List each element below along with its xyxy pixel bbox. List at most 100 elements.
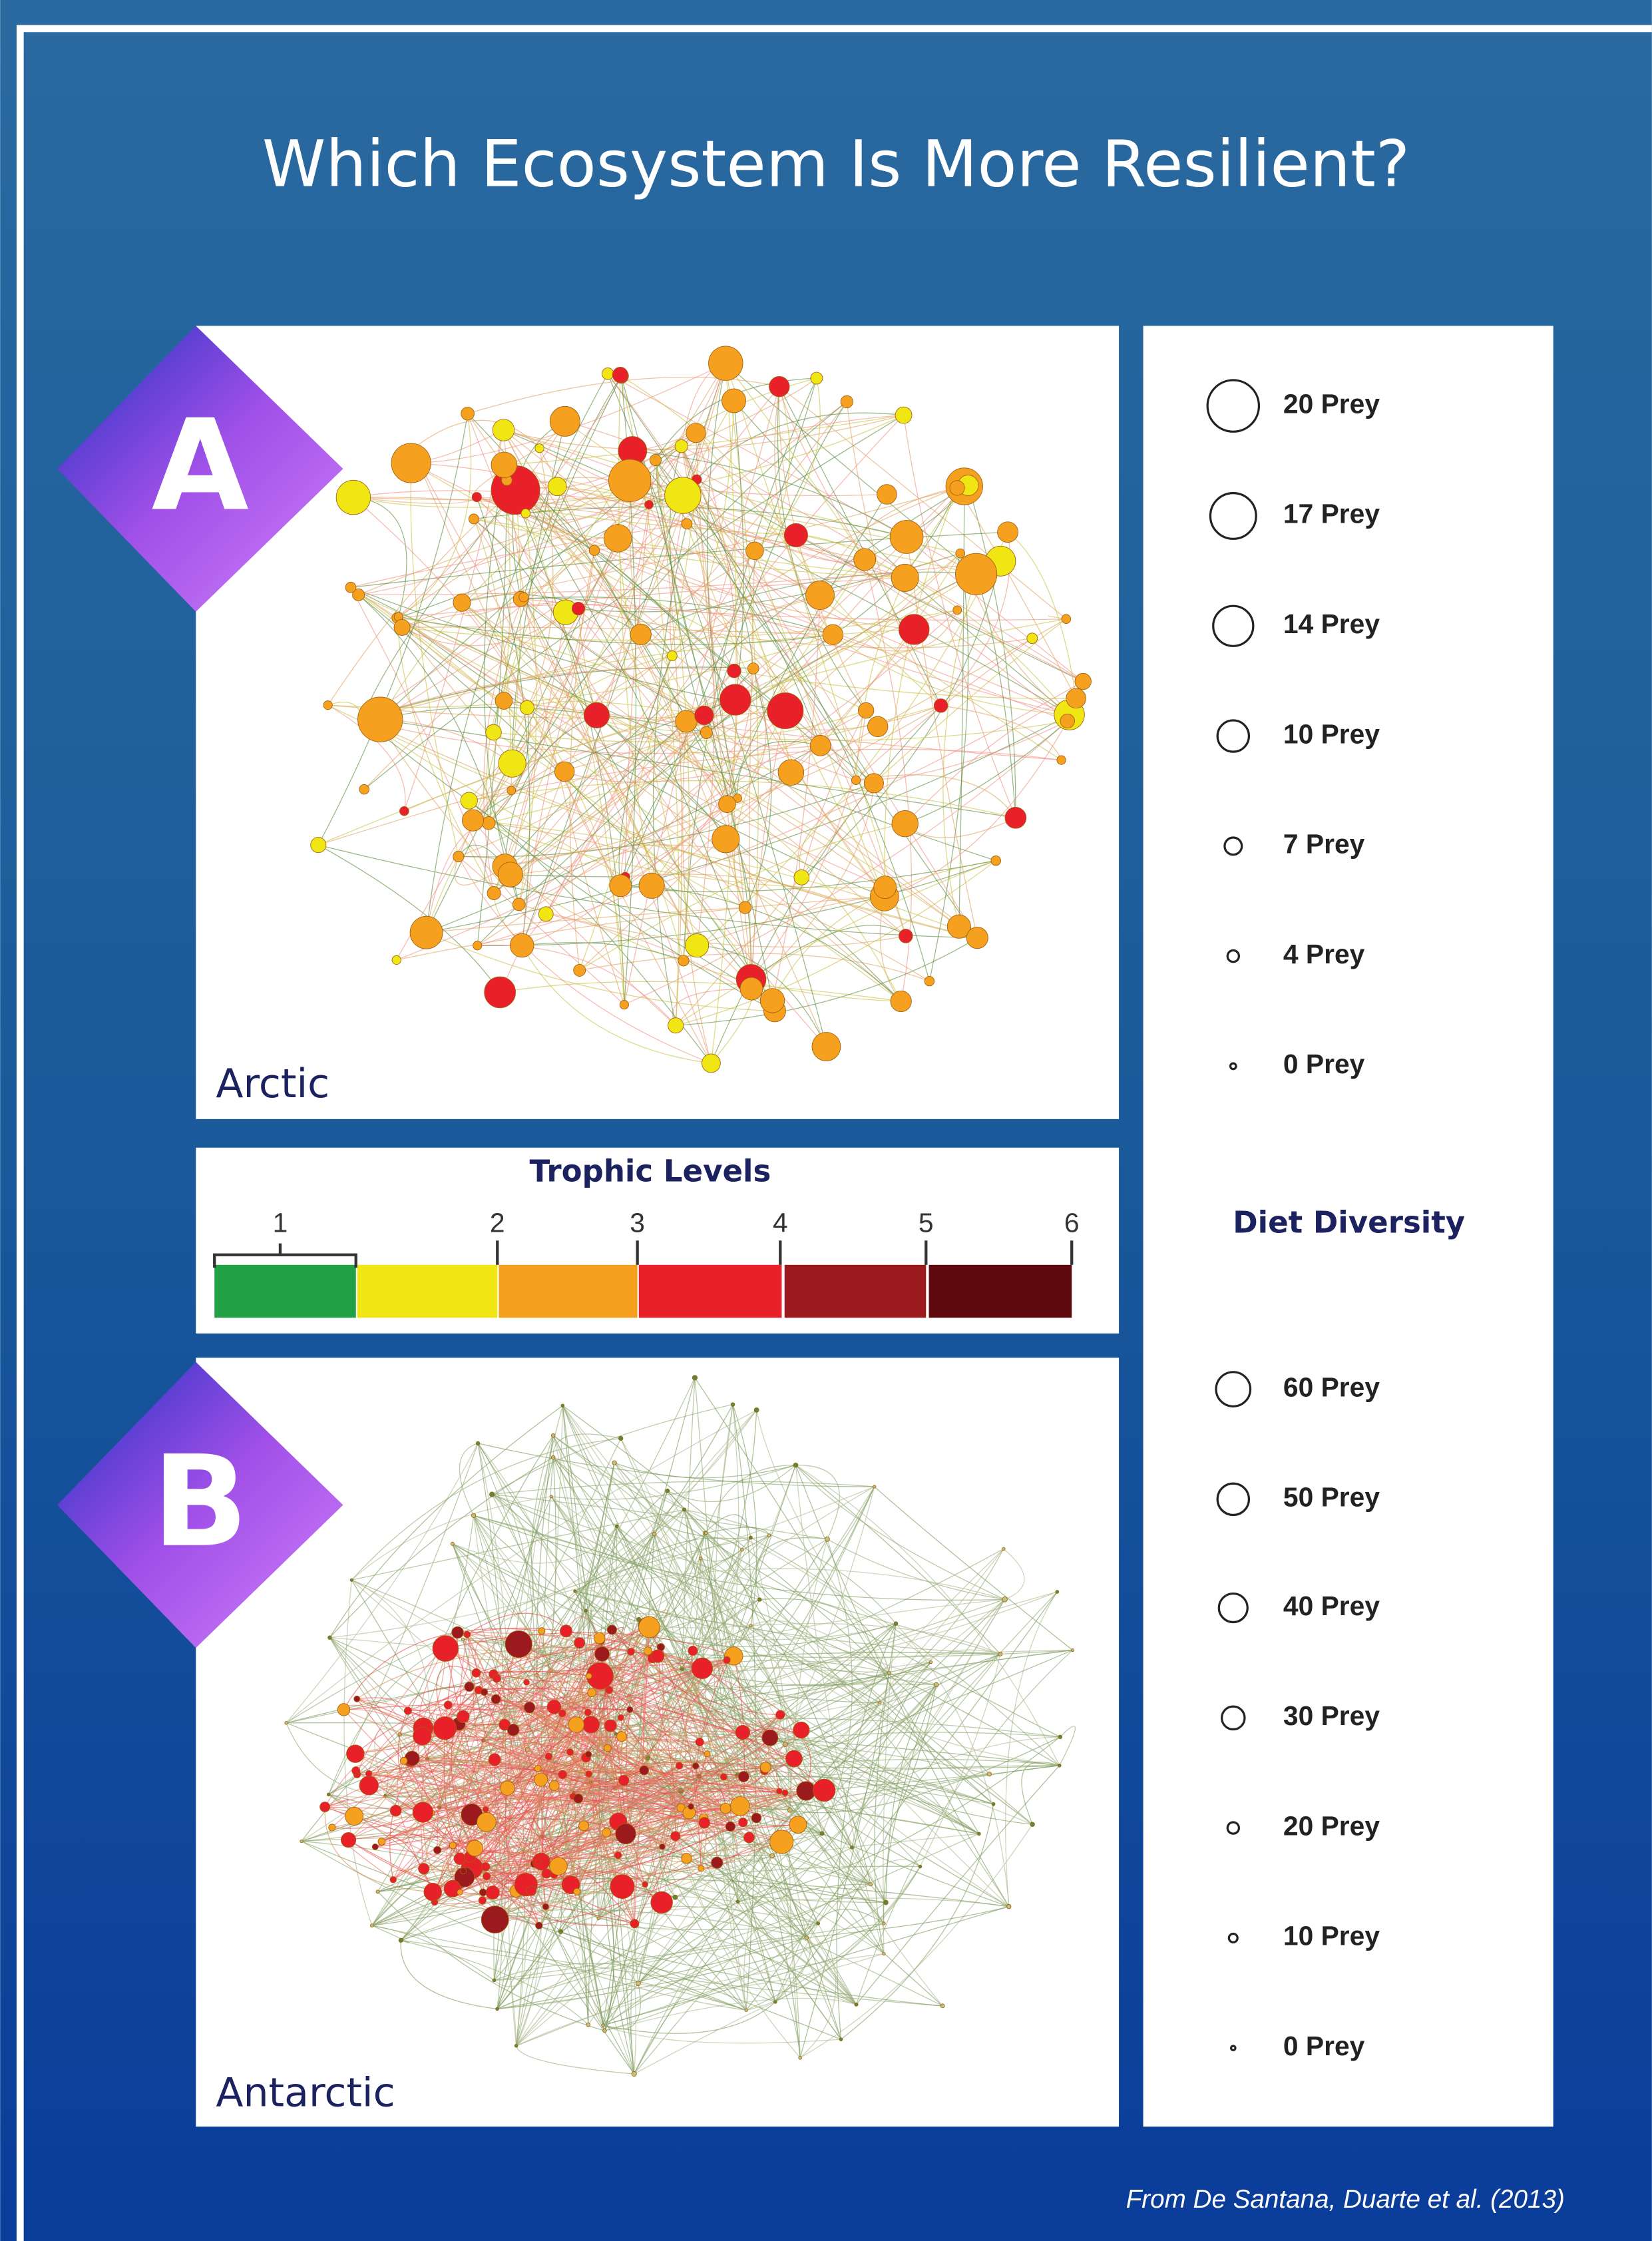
edge xyxy=(401,1939,747,2011)
edge xyxy=(694,1377,980,1834)
edge xyxy=(598,1653,1001,1919)
edge xyxy=(602,2025,841,2044)
edge xyxy=(684,1509,807,1938)
node xyxy=(554,761,575,782)
node xyxy=(644,500,654,509)
node xyxy=(695,1738,704,1747)
legend-label: 7 Prey xyxy=(1283,829,1365,860)
node xyxy=(574,1637,586,1648)
edge xyxy=(634,2001,776,2075)
node xyxy=(747,662,759,674)
node xyxy=(839,2037,843,2041)
edge xyxy=(355,1642,580,1754)
edge xyxy=(426,907,745,933)
node xyxy=(805,581,835,610)
tick-label: 1 xyxy=(273,1207,288,1238)
edge xyxy=(564,421,797,536)
edge xyxy=(494,1963,776,2003)
edge xyxy=(521,538,618,946)
credit: From De Santana, Duarte et al. (2013) xyxy=(1126,2185,1565,2214)
edge xyxy=(473,1515,1005,1601)
edge xyxy=(855,774,1016,818)
node xyxy=(630,1919,640,1929)
node xyxy=(882,1921,886,1925)
node xyxy=(586,2022,591,2027)
node xyxy=(399,1756,408,1765)
node xyxy=(851,775,861,785)
node xyxy=(850,1846,854,1850)
node xyxy=(432,1635,459,1662)
edge xyxy=(461,602,907,937)
node xyxy=(738,901,752,914)
node xyxy=(998,1651,1003,1656)
node xyxy=(720,1773,727,1781)
edge xyxy=(620,798,738,886)
edge xyxy=(403,1760,779,1792)
node xyxy=(636,1981,641,1987)
node xyxy=(873,1485,877,1489)
edge xyxy=(700,1537,751,1562)
level-swatch xyxy=(499,1264,638,1318)
edge xyxy=(324,1752,549,1808)
node xyxy=(631,2071,637,2077)
edge xyxy=(682,1486,875,1670)
node xyxy=(698,1865,705,1872)
node xyxy=(650,1891,673,1914)
node xyxy=(720,1802,731,1814)
node xyxy=(389,1804,402,1817)
edge xyxy=(750,1537,1060,1766)
node xyxy=(538,1627,546,1635)
edge xyxy=(362,718,626,877)
edge xyxy=(503,429,1070,716)
node xyxy=(991,1802,996,1806)
edge xyxy=(801,710,867,878)
edge xyxy=(750,1625,1033,1825)
legend-label: 40 Prey xyxy=(1283,1591,1380,1621)
edge xyxy=(369,1785,705,1824)
node xyxy=(377,1838,386,1846)
node xyxy=(720,684,751,716)
node xyxy=(498,749,526,778)
edge xyxy=(494,1883,871,1981)
edge xyxy=(879,896,902,1002)
edge xyxy=(369,1690,479,1786)
edge xyxy=(500,981,901,1002)
edge xyxy=(754,551,885,897)
edge xyxy=(884,487,958,887)
edge xyxy=(504,714,597,867)
legend-label: 60 Prey xyxy=(1283,1371,1380,1402)
edge xyxy=(620,1438,701,1777)
edge xyxy=(350,587,565,772)
edge xyxy=(301,1734,401,1842)
node xyxy=(351,1766,361,1775)
node xyxy=(310,837,327,854)
node xyxy=(627,1648,635,1656)
node xyxy=(694,705,714,726)
edge xyxy=(357,1698,572,1885)
node xyxy=(596,1916,601,1921)
edge xyxy=(704,1514,751,1538)
edge xyxy=(671,1486,875,1799)
node xyxy=(558,1709,566,1718)
legend-circle xyxy=(1229,2045,1237,2052)
edge xyxy=(795,1464,840,1540)
edge xyxy=(504,464,1070,716)
node xyxy=(867,716,889,738)
node xyxy=(813,1778,836,1802)
node xyxy=(877,484,897,505)
edge xyxy=(751,710,786,989)
edge xyxy=(817,1859,921,1924)
edge xyxy=(452,1543,936,1685)
edge xyxy=(572,1758,795,1800)
edge xyxy=(795,1465,1005,1600)
trophic-scale: 1 2 3 4 5 6 xyxy=(213,1207,1080,1318)
edge xyxy=(873,619,1067,784)
edge xyxy=(638,1953,885,1990)
node xyxy=(403,1706,412,1715)
node xyxy=(560,1624,572,1638)
node xyxy=(681,1853,692,1864)
size-legends: 20 Prey 17 Prey 14 Prey 10 Prey 7 Prey 4 Prey… xyxy=(1206,379,1380,2061)
node xyxy=(816,1921,820,1925)
node xyxy=(614,1852,622,1860)
edge xyxy=(395,1765,680,1812)
